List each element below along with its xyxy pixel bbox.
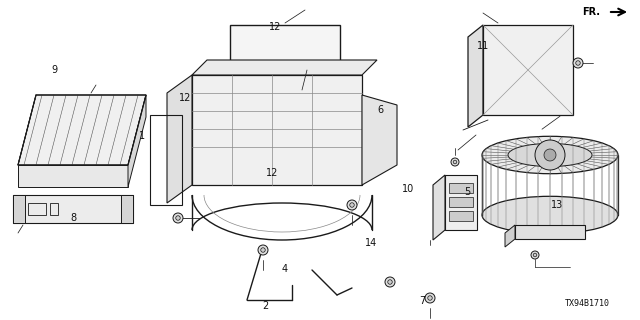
Bar (449, 211, 473, 221)
Polygon shape (192, 75, 362, 185)
Text: 8: 8 (70, 212, 77, 223)
Polygon shape (18, 165, 128, 187)
Circle shape (531, 251, 539, 259)
Polygon shape (167, 75, 192, 203)
Ellipse shape (508, 143, 592, 166)
Circle shape (347, 200, 357, 210)
Bar (50, 203, 58, 215)
Text: 12: 12 (266, 168, 278, 178)
Bar (13, 195, 25, 223)
Ellipse shape (482, 196, 618, 234)
Text: 14: 14 (365, 238, 378, 248)
Ellipse shape (482, 136, 618, 174)
Text: 9: 9 (51, 65, 58, 76)
Circle shape (260, 248, 265, 252)
Bar (515, 225, 585, 239)
Text: 12: 12 (269, 22, 282, 32)
Circle shape (425, 293, 435, 303)
Bar (449, 183, 473, 193)
Text: 4: 4 (282, 264, 288, 274)
Circle shape (173, 213, 183, 223)
Text: TX94B1710: TX94B1710 (565, 299, 610, 308)
Polygon shape (445, 175, 477, 230)
Text: 10: 10 (401, 184, 414, 194)
Polygon shape (18, 95, 146, 165)
Polygon shape (128, 95, 146, 187)
Circle shape (576, 61, 580, 65)
Circle shape (453, 160, 457, 164)
Circle shape (176, 216, 180, 220)
Text: 7: 7 (419, 296, 426, 306)
Bar (121, 195, 133, 223)
Circle shape (428, 296, 432, 300)
Bar (449, 197, 473, 207)
Polygon shape (505, 225, 515, 247)
Polygon shape (468, 25, 483, 127)
Bar (28, 203, 46, 215)
Polygon shape (362, 95, 397, 185)
Polygon shape (483, 25, 573, 115)
Circle shape (385, 277, 395, 287)
Text: 6: 6 (378, 105, 384, 116)
Circle shape (533, 253, 537, 257)
Text: 1: 1 (139, 131, 145, 141)
Circle shape (544, 149, 556, 161)
Bar (230, 25, 340, 80)
Circle shape (573, 58, 583, 68)
Circle shape (349, 203, 355, 207)
Text: 2: 2 (262, 300, 269, 311)
Polygon shape (13, 195, 133, 223)
Text: 12: 12 (179, 92, 192, 103)
Text: 5: 5 (464, 187, 470, 197)
Circle shape (535, 140, 565, 170)
Circle shape (258, 245, 268, 255)
Circle shape (451, 158, 459, 166)
Polygon shape (433, 175, 445, 240)
Text: FR.: FR. (582, 7, 600, 17)
Circle shape (388, 280, 392, 284)
Polygon shape (192, 60, 377, 75)
Text: 13: 13 (550, 200, 563, 210)
Text: 11: 11 (477, 41, 490, 52)
